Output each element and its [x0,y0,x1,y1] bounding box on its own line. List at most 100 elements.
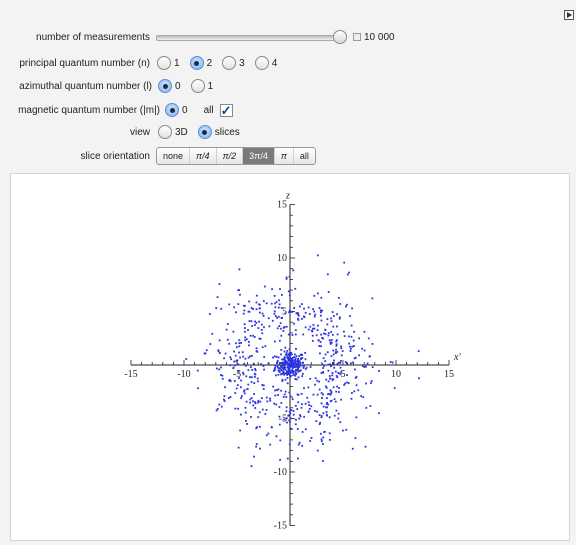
data-point [324,360,327,363]
data-point [285,352,288,354]
data-point [276,327,279,330]
data-point [305,366,308,369]
data-point [346,381,348,384]
x-tick-label: -10 [177,369,190,380]
slice-option-all[interactable]: all [299,151,309,161]
data-point [261,408,264,411]
data-point [285,410,288,413]
radio-icon[interactable] [190,79,205,93]
slice-option-pi-4[interactable]: π/4 [190,148,217,164]
data-point [259,425,261,428]
m-option-0[interactable]: 0 [165,103,188,117]
data-point [366,362,369,365]
n-option-1[interactable]: 1 [157,56,180,70]
data-point [299,414,301,416]
data-point [288,309,291,312]
data-point [226,338,229,341]
n-option-2[interactable]: 2 [189,56,212,70]
data-point [249,376,251,379]
data-point [289,360,292,363]
data-point [337,417,340,420]
data-point [269,399,272,402]
data-point [287,373,290,376]
data-point [316,329,319,331]
radio-icon[interactable] [254,56,269,70]
data-point [288,348,291,351]
view-option-slices[interactable]: slices [197,125,240,139]
data-point [338,317,341,320]
data-point [289,375,292,378]
data-point [247,383,250,386]
data-point [238,377,240,380]
radio-selected-icon[interactable] [158,79,172,93]
data-point [280,334,283,337]
play-toggle-button[interactable] [564,10,574,20]
expand-controls-button[interactable] [353,33,361,41]
radio-selected-icon[interactable] [197,125,212,139]
data-point [321,309,324,312]
data-point [239,356,241,359]
data-point [233,380,236,382]
data-point [250,465,253,468]
data-point [260,323,263,326]
data-point [244,327,246,329]
data-point [322,436,325,439]
data-point [345,428,348,431]
data-point [278,415,281,418]
data-point [294,357,297,360]
radio-icon[interactable] [157,56,171,70]
slice-option-pi[interactable]: π [275,148,294,164]
data-point [329,377,332,380]
radio-icon[interactable] [158,125,172,139]
data-point [358,354,360,357]
l-option-1[interactable]: 1 [190,79,213,93]
data-point [309,366,312,368]
data-point [329,393,332,396]
data-point [353,330,356,333]
slice-option-none[interactable]: none [157,148,191,164]
data-point [314,313,317,316]
data-point [301,444,304,447]
data-point [233,360,236,363]
data-point [257,416,260,419]
measurements-slider-thumb[interactable] [333,30,347,44]
data-point [234,407,237,410]
data-point [347,382,350,385]
data-point [297,361,300,364]
data-point [378,412,380,415]
data-point [349,347,352,350]
data-point [320,402,323,405]
data-point [257,380,259,383]
data-point [277,356,280,359]
radio-selected-icon[interactable] [165,103,179,117]
z-tick-label: 10 [277,253,287,264]
data-point [328,375,331,377]
m-all-option[interactable]: all ✓ [203,102,233,118]
l-option-0[interactable]: 0 [158,79,181,93]
data-point [286,421,288,424]
slice-label: slice orientation [80,150,150,162]
slice-option-3pi-4[interactable]: 3π/4 [243,148,275,164]
view-option-3d[interactable]: 3D [158,125,188,139]
data-point [287,364,290,367]
data-point [249,398,252,401]
data-point [228,379,231,381]
slice-option-pi-2[interactable]: π/2 [217,148,244,164]
checkmark-icon[interactable]: ✓ [219,102,233,118]
data-point [298,305,301,308]
data-point [304,402,307,405]
data-point [286,354,288,357]
data-point [292,363,295,366]
n-option-3[interactable]: 3 [222,56,245,70]
measurements-slider-track[interactable] [156,35,346,41]
data-point [245,419,247,422]
data-point [281,294,283,296]
slice-orientation-selector[interactable]: none π/4 π/2 3π/4 π all [156,147,316,165]
radio-selected-icon[interactable] [189,56,204,70]
data-point [283,418,286,421]
data-point [291,398,294,401]
data-point [332,349,335,352]
n-option-4[interactable]: 4 [254,56,277,70]
radio-icon[interactable] [222,56,237,70]
data-point [284,361,286,364]
